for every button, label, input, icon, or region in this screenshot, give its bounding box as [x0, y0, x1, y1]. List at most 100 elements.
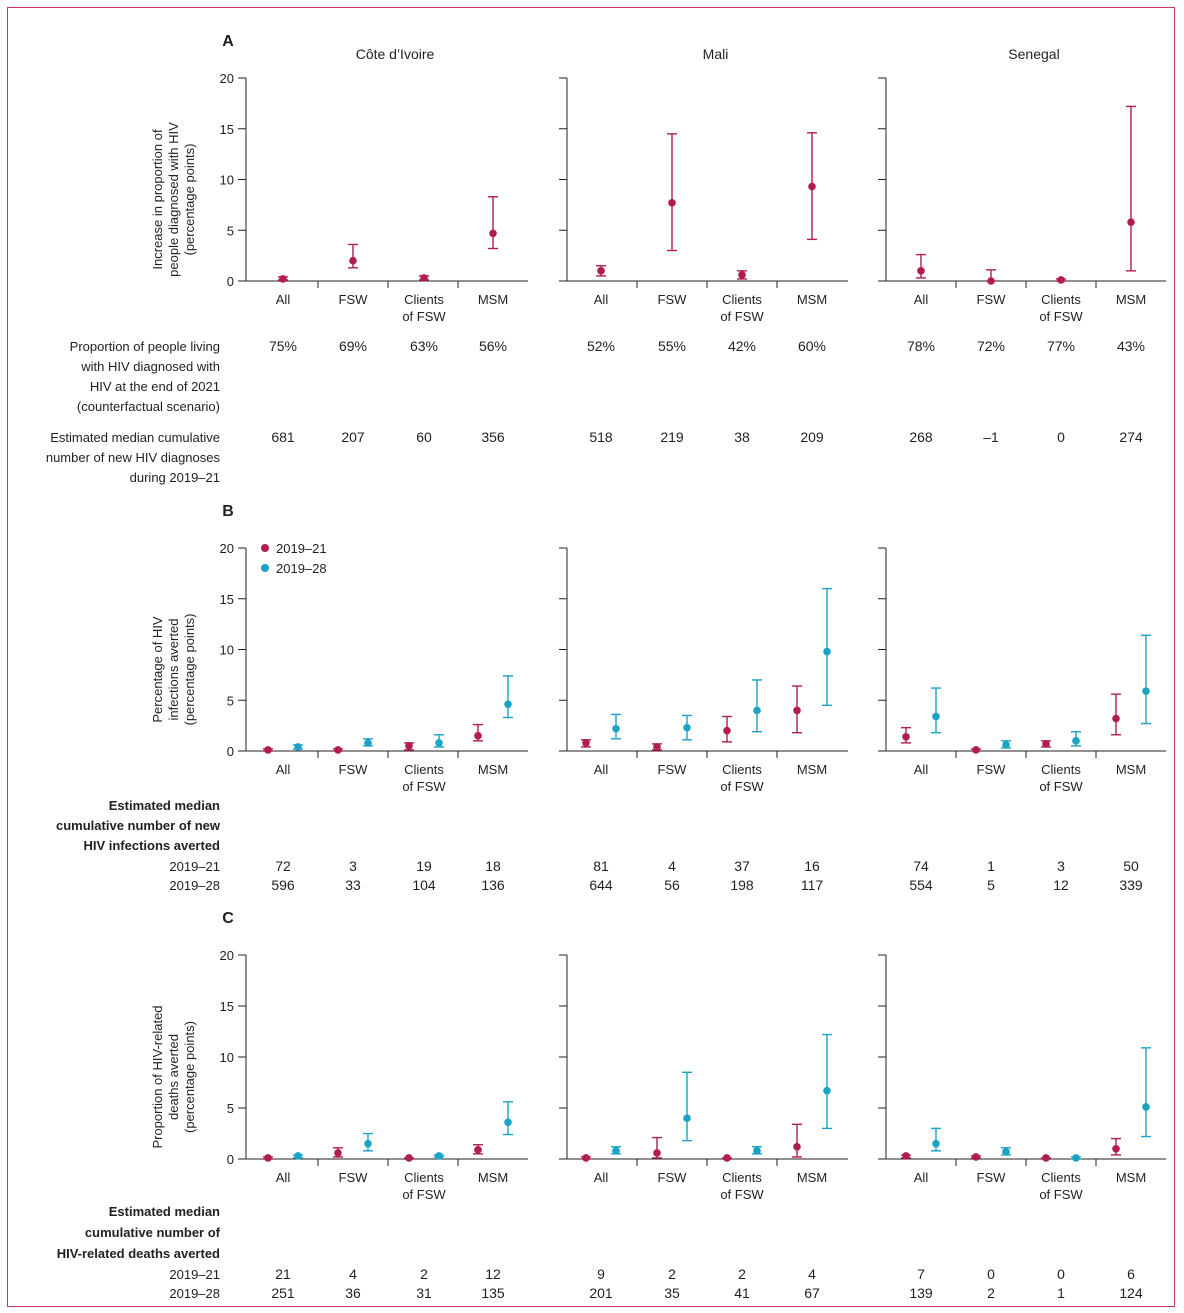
panel-a-c-te-d-ivoire-y-tick-label: 10 [220, 173, 234, 188]
panel-a-senegal-category-label: FSW [977, 292, 1007, 307]
table-a-diagnoses-value: 274 [1119, 429, 1143, 445]
panel-a-mali-point [738, 271, 746, 279]
table-c-value: 7 [917, 1266, 925, 1282]
panel-c-mali-point [723, 1154, 731, 1162]
panel-c-c-te-d-ivoire-category-label: All [276, 1170, 291, 1185]
table-c-value: 67 [804, 1285, 820, 1301]
panel-a-c-te-d-ivoire-point [349, 256, 357, 265]
table-c-value: 2 [738, 1266, 746, 1282]
panel-b-senegal-point [972, 746, 980, 754]
table-a-diagnoses-value: 518 [589, 429, 613, 445]
panel-c-c-te-d-ivoire-point [364, 1139, 372, 1148]
table-a-row-1-label: HIV at the end of 2021 [90, 379, 220, 394]
panel-b-label: B [222, 503, 234, 520]
table-a-proportion-value: 55% [658, 338, 686, 354]
panel-a-y-axis-label: people diagnosed with HIV [166, 122, 181, 277]
panel-a-senegal-category-label: of FSW [1039, 309, 1083, 324]
panel-c-label: C [222, 910, 234, 927]
table-b-value: 3 [349, 858, 357, 874]
panel-b-senegal-point [902, 732, 910, 741]
panel-a-c-te-d-ivoire-point [489, 229, 497, 238]
panel-c-c-te-d-ivoire-y-tick-label: 0 [227, 1152, 234, 1167]
panel-c-y-axis-label: deaths averted [166, 1034, 181, 1120]
table-a-diagnoses-value: 0 [1057, 429, 1065, 445]
panel-a-mali-point [808, 182, 816, 191]
panel-a-c-te-d-ivoire-category-label: MSM [478, 292, 508, 307]
panel-a-c-te-d-ivoire-category-label: of FSW [402, 309, 446, 324]
table-b-value: 81 [593, 858, 609, 874]
panel-b-mali-point [823, 647, 831, 656]
panel-b-mali-category-label: of FSW [720, 779, 764, 794]
panel-c-c-te-d-ivoire-point [474, 1146, 482, 1154]
panel-a-label: A [222, 33, 234, 50]
panel-c-y-axis-label: (percentage points) [182, 1021, 197, 1133]
panel-c-senegal-point [972, 1153, 980, 1161]
table-c-value: 2 [987, 1285, 995, 1301]
panel-b-mali-point [793, 706, 801, 715]
panel-b-c-te-d-ivoire-point [504, 700, 512, 709]
panel-a-c-te-d-ivoire-category-label: All [276, 292, 291, 307]
panel-b-mali-point [683, 723, 691, 732]
table-b-row-label: 2019–28 [169, 878, 220, 893]
table-b-value: 50 [1123, 858, 1139, 874]
panel-b-c-te-d-ivoire-y-tick-label: 20 [220, 541, 234, 556]
panel-b-c-te-d-ivoire-y-tick-label: 0 [227, 744, 234, 759]
panel-a-senegal-category-label: MSM [1116, 292, 1146, 307]
table-b-value: 5 [987, 877, 995, 893]
table-a-diagnoses-value: 60 [416, 429, 432, 445]
panel-c-mali-point [753, 1147, 761, 1155]
panel-b-mali-point [653, 743, 661, 751]
panel-b-senegal-point [1072, 737, 1080, 745]
table-a-proportion-value: 60% [798, 338, 826, 354]
panel-c-c-te-d-ivoire-y-tick-label: 5 [227, 1101, 234, 1116]
panel-b-y-axis-label: (percentage points) [182, 613, 197, 725]
table-a-proportion-value: 63% [410, 338, 438, 354]
table-a-row-2-label: Estimated median cumulative [50, 430, 220, 445]
table-b-value: 1 [987, 858, 995, 874]
panel-a-mali-category-label: FSW [658, 292, 688, 307]
panel-b-senegal-point [1042, 740, 1050, 748]
panel-c-c-te-d-ivoire-point [504, 1118, 512, 1127]
country-title-c-te-d-ivoire: Côte d’Ivoire [356, 46, 435, 62]
panel-c-senegal-category-label: MSM [1116, 1170, 1146, 1185]
panel-b-senegal-category-label: All [914, 762, 929, 777]
panel-c-y-axis-label: Proportion of HIV-related [150, 1005, 165, 1148]
table-b-heading: cumulative number of new [56, 818, 221, 833]
table-a-proportion-value: 72% [977, 338, 1005, 354]
table-b-heading: HIV infections averted [83, 838, 220, 853]
panel-c-c-te-d-ivoire-y-tick-label: 15 [220, 999, 234, 1014]
table-b-value: 104 [412, 877, 436, 893]
panel-b-mali-point [723, 726, 731, 735]
panel-b-mali-category-label: Clients [722, 762, 762, 777]
country-title-mali: Mali [703, 46, 729, 62]
table-c-value: 4 [808, 1266, 816, 1282]
panel-c-mali-category-label: All [594, 1170, 609, 1185]
panel-b-c-te-d-ivoire-category-label: MSM [478, 762, 508, 777]
table-c-value: 4 [349, 1266, 357, 1282]
panel-b-senegal-point [1002, 741, 1010, 749]
panel-c-mali-point [823, 1086, 831, 1095]
panel-c-senegal-point [1072, 1154, 1080, 1162]
panel-c-senegal-point [1042, 1154, 1050, 1162]
table-a-proportion-value: 42% [728, 338, 756, 354]
panel-c-c-te-d-ivoire-point [294, 1152, 302, 1160]
panel-a-mali-point [668, 199, 676, 207]
panel-a-senegal-point [917, 267, 925, 275]
table-c-value: 2 [668, 1266, 676, 1282]
table-a-row-2-label: number of new HIV diagnoses [46, 450, 221, 465]
panel-b-c-te-d-ivoire-y-tick-label: 10 [220, 643, 234, 658]
panel-a-c-te-d-ivoire-point [279, 275, 287, 283]
table-a-proportion-value: 69% [339, 338, 367, 354]
table-c-value: 21 [275, 1266, 291, 1282]
table-b-value: 18 [485, 858, 501, 874]
panel-a-mali-point [597, 267, 605, 275]
table-c-value: 139 [909, 1285, 933, 1301]
panel-c-senegal-category-label: of FSW [1039, 1187, 1083, 1202]
table-c-value: 251 [271, 1285, 295, 1301]
panel-c-mali-point [653, 1149, 661, 1157]
table-b-value: 19 [416, 858, 432, 874]
table-b-value: 12 [1053, 877, 1069, 893]
panel-a-senegal-category-label: All [914, 292, 929, 307]
panel-c-senegal-point [932, 1139, 940, 1148]
